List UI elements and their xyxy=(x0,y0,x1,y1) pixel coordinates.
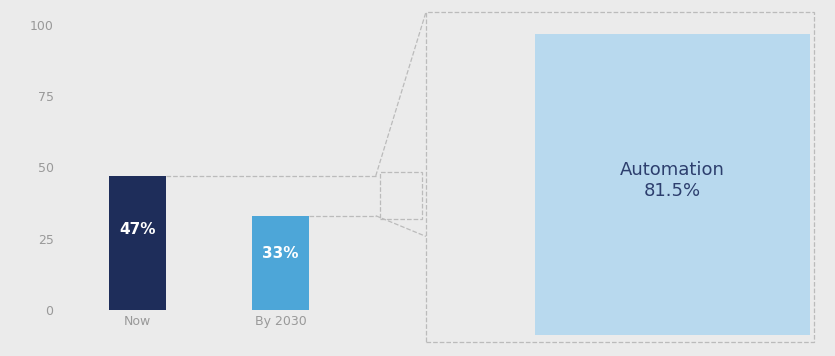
Bar xyxy=(109,176,166,310)
Text: 33%: 33% xyxy=(262,246,299,261)
Bar xyxy=(252,216,309,310)
Text: Automation: Automation xyxy=(620,161,725,179)
Text: 81.5%: 81.5% xyxy=(644,182,701,200)
Text: 47%: 47% xyxy=(119,222,156,237)
